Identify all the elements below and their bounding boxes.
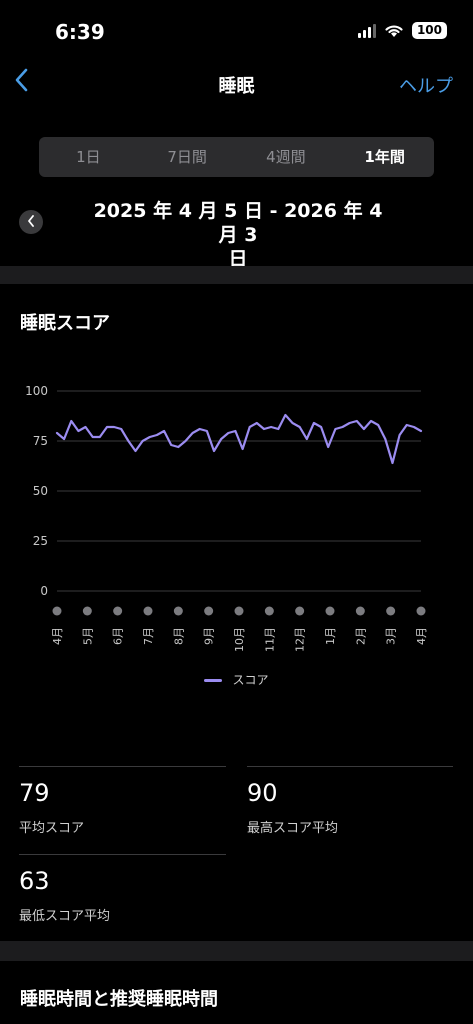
- lowest-score-value: 63: [19, 867, 50, 895]
- x-tick-label: 4月: [51, 627, 64, 645]
- x-tick-label: 1月: [324, 627, 337, 645]
- average-score-value: 79: [19, 779, 50, 807]
- sleep-duration-title: 睡眠時間と推奨睡眠時間: [20, 989, 218, 1010]
- y-tick-label: 50: [33, 484, 48, 498]
- x-tick-label: 3月: [385, 627, 398, 645]
- x-tick-dot: [173, 606, 183, 616]
- status-icons: 100: [357, 22, 447, 39]
- y-tick-label: 0: [40, 584, 48, 598]
- chevron-left-icon: [28, 215, 34, 227]
- x-tick-label: 6月: [112, 627, 125, 645]
- tab-4-weeks[interactable]: 4週間: [266, 148, 306, 166]
- x-tick-dot: [416, 606, 426, 616]
- x-tick-dot: [234, 606, 244, 616]
- status-time: 6:39: [55, 20, 105, 44]
- legend-swatch: [204, 679, 223, 682]
- battery-indicator: 100: [411, 22, 447, 39]
- period-segmented-control: 1日 7日間 4週間 1年間: [39, 137, 434, 177]
- chart-legend: スコア: [0, 671, 473, 688]
- sleep-score-chart: 0 25 50 75 100 4月 5月 6月 7月 8月 9月 10月 11月 12月 1月 2月 3月 4月: [25, 384, 428, 652]
- legend-label: スコア: [232, 673, 269, 687]
- x-tick-label: 11月: [263, 627, 276, 652]
- x-tick-dot: [113, 606, 123, 616]
- lowest-score-stat: 63 最低スコア平均: [19, 854, 226, 935]
- date-range-label: 2025 年 4 月 5 日 - 2026 年 4 月 3 日: [88, 199, 388, 271]
- y-tick-label: 25: [33, 534, 48, 548]
- y-tick-label: 100: [25, 384, 48, 398]
- y-tick-label: 75: [33, 434, 48, 448]
- date-range-line-1: 2025 年 4 月 5 日 - 2026 年 4 月 3: [93, 200, 383, 246]
- x-tick-label: 12月: [294, 627, 307, 652]
- x-tick-label: 8月: [172, 627, 185, 645]
- x-tick-dot: [204, 606, 214, 616]
- average-score-stat: 79 平均スコア: [19, 766, 226, 847]
- section-divider: [0, 266, 473, 284]
- section-divider: [0, 941, 473, 961]
- x-tick-dot: [264, 606, 274, 616]
- x-tick-dot: [52, 606, 62, 616]
- average-score-label: 平均スコア: [19, 821, 85, 836]
- nav-bar: 睡眠 ヘルプ: [0, 64, 473, 104]
- highest-score-stat: 90 最高スコア平均: [247, 766, 453, 847]
- page-title: 睡眠: [218, 76, 255, 97]
- date-range-line-2: 日: [228, 248, 248, 270]
- help-button[interactable]: ヘルプ: [399, 76, 453, 97]
- x-tick-label: 9月: [203, 627, 216, 645]
- x-tick-dot: [295, 606, 305, 616]
- x-tick-dot: [386, 606, 396, 616]
- x-tick-label: 7月: [142, 627, 155, 645]
- wifi-icon: [385, 25, 403, 37]
- cellular-signal-icon: [357, 23, 376, 38]
- tab-1-day[interactable]: 1日: [76, 148, 101, 166]
- x-tick-label: 5月: [81, 627, 94, 645]
- tab-1-year[interactable]: 1年間: [364, 148, 405, 166]
- x-tick-dot: [355, 606, 365, 616]
- previous-period-button[interactable]: [19, 210, 43, 234]
- back-button[interactable]: [14, 68, 28, 99]
- tab-7-days[interactable]: 7日間: [167, 148, 207, 166]
- highest-score-value: 90: [247, 779, 278, 807]
- x-tick-label: 10月: [233, 627, 246, 652]
- lowest-score-label: 最低スコア平均: [19, 909, 111, 924]
- x-tick-label: 2月: [354, 627, 367, 645]
- status-bar: 6:39 100: [0, 0, 473, 64]
- x-tick-dot: [82, 606, 92, 616]
- highest-score-label: 最高スコア平均: [247, 821, 339, 836]
- x-tick-dot: [325, 606, 335, 616]
- x-tick-label: 4月: [415, 627, 428, 645]
- chevron-left-icon: [15, 68, 28, 92]
- score-series-line: [55, 413, 423, 465]
- sleep-score-title: 睡眠スコア: [20, 313, 110, 334]
- x-tick-dot: [143, 606, 153, 616]
